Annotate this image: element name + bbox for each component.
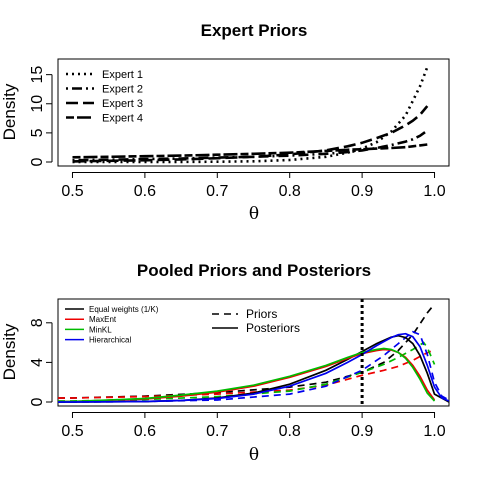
x-tick-label: 0.6 <box>134 423 156 440</box>
x-tick-label: 0.5 <box>61 423 83 440</box>
plot-frame <box>57 298 450 407</box>
x-tick-label: 0.9 <box>351 183 373 200</box>
legend-label: Expert 2 <box>102 84 143 96</box>
prior-line <box>58 341 436 402</box>
legend-label: Posteriors <box>246 321 300 335</box>
prior-line <box>58 348 435 399</box>
x-axis-label: θ <box>249 445 259 465</box>
x-axis-label: θ <box>249 204 259 224</box>
posterior-line <box>58 332 449 403</box>
legend-label: Priors <box>246 307 277 321</box>
x-tick-label: 1.0 <box>423 423 445 440</box>
legend-label: Hierarchical <box>89 336 131 345</box>
legend-label: Expert 3 <box>102 98 143 110</box>
x-tick-label: 0.5 <box>61 183 83 200</box>
legend-label: Equal weights (1/K) <box>89 305 159 314</box>
x-tick-label: 0.9 <box>351 423 373 440</box>
plot-frame <box>57 58 450 167</box>
y-axis-label: Density <box>0 323 19 380</box>
y-tick-label: 0 <box>29 157 46 166</box>
y-tick-label: 15 <box>29 66 46 84</box>
series-line <box>72 143 428 159</box>
pooled-panel: Pooled Priors and Posteriors θ Density 0… <box>0 261 450 465</box>
y-tick-label: 8 <box>29 318 46 327</box>
legend-label: Expert 4 <box>102 113 143 125</box>
y-tick-label: 0 <box>29 397 46 406</box>
y-tick-label: 5 <box>29 128 46 137</box>
chart-title: Expert Priors <box>201 21 308 40</box>
chart-title: Pooled Priors and Posteriors <box>137 261 371 280</box>
x-tick-label: 0.7 <box>206 423 228 440</box>
x-tick-label: 0.6 <box>134 183 156 200</box>
expert-priors-panel: Expert Priors θ Density 0.5 0.6 0.7 0.8 0.9 1… <box>0 21 450 224</box>
x-tick-label: 0.8 <box>279 423 301 440</box>
series-line <box>72 66 429 164</box>
y-tick-label: 4 <box>29 358 46 367</box>
legend-label: Expert 1 <box>102 69 143 81</box>
x-tick-label: 0.8 <box>279 183 301 200</box>
x-tick-label: 0.7 <box>206 183 228 200</box>
x-tick-label: 1.0 <box>423 183 445 200</box>
legend-label: MaxEnt <box>89 315 117 324</box>
legend-label: MinKL <box>89 325 112 334</box>
series-line <box>72 105 429 163</box>
y-axis-label: Density <box>0 83 19 140</box>
posterior-line <box>58 347 436 403</box>
y-tick-label: 10 <box>29 95 46 113</box>
legend: Expert 1 Expert 2 Expert 3 Expert 4 <box>66 69 143 125</box>
